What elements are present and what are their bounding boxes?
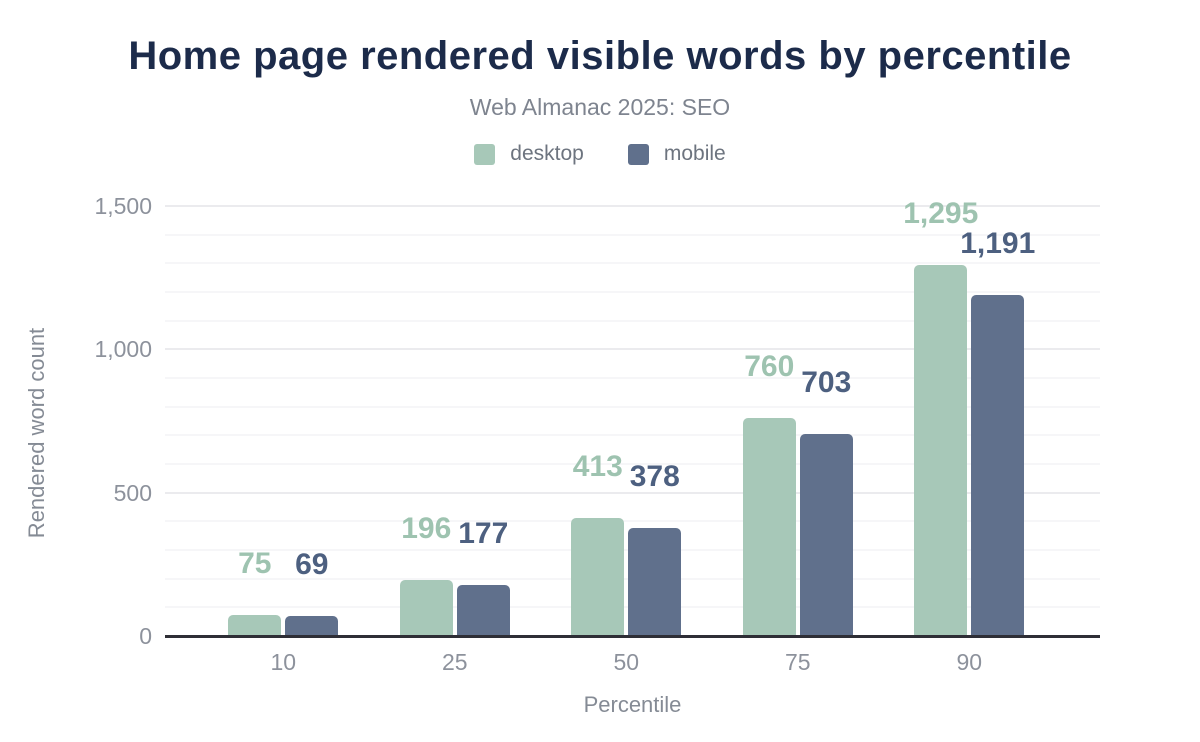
bar-value-mobile-90: 1,191 bbox=[960, 226, 1036, 260]
chart-subtitle: Web Almanac 2025: SEO bbox=[469, 94, 731, 120]
bar-value-mobile-50: 378 bbox=[629, 459, 680, 493]
gridline-1100 bbox=[165, 319, 1100, 322]
bar-mobile-90[interactable] bbox=[971, 294, 1025, 636]
gridline-1400 bbox=[165, 233, 1100, 236]
y-tick-1000: 1,000 bbox=[94, 336, 152, 363]
bar-desktop-25[interactable] bbox=[399, 579, 453, 636]
x-tick-75: 75 bbox=[784, 649, 811, 675]
mobile-swatch-icon bbox=[627, 143, 649, 165]
bar-value-mobile-75: 703 bbox=[801, 366, 852, 400]
bar-value-mobile-25: 177 bbox=[458, 517, 509, 551]
legend-label-mobile: mobile bbox=[663, 142, 726, 165]
gridline-800 bbox=[165, 405, 1100, 408]
y-tick-1500: 1,500 bbox=[94, 193, 152, 219]
legend: desktop mobile bbox=[0, 142, 1200, 166]
bar-desktop-90[interactable] bbox=[914, 264, 968, 636]
bar-mobile-50[interactable] bbox=[628, 527, 682, 636]
chart-title: Home page rendered visible words by perc… bbox=[128, 34, 1072, 78]
gridline-1000 bbox=[165, 348, 1100, 351]
gridline-400 bbox=[165, 520, 1100, 523]
gridline-900 bbox=[165, 377, 1100, 379]
x-axis-line bbox=[165, 635, 1100, 638]
bar-value-desktop-75: 760 bbox=[744, 350, 795, 384]
desktop-swatch-icon bbox=[474, 143, 496, 165]
gridline-700 bbox=[165, 434, 1100, 437]
bar-desktop-10[interactable] bbox=[228, 614, 282, 636]
gridline-500 bbox=[165, 491, 1100, 494]
x-axis-title: Percentile bbox=[583, 692, 682, 717]
bar-mobile-10[interactable] bbox=[285, 616, 339, 636]
bar-value-desktop-50: 413 bbox=[572, 449, 623, 483]
bar-value-desktop-25: 196 bbox=[401, 511, 452, 545]
legend-label-desktop: desktop bbox=[510, 142, 584, 165]
bar-desktop-50[interactable] bbox=[571, 517, 625, 636]
bar-value-desktop-10: 75 bbox=[238, 546, 272, 580]
legend-item-mobile[interactable]: mobile bbox=[627, 142, 726, 166]
bar-mobile-75[interactable] bbox=[799, 434, 853, 636]
y-axis-title: Rendered word count bbox=[24, 327, 49, 539]
bar-mobile-25[interactable] bbox=[456, 585, 510, 636]
gridline-1200 bbox=[165, 291, 1100, 293]
x-tick-25: 25 bbox=[441, 649, 468, 675]
gridline-1300 bbox=[165, 262, 1100, 265]
bar-desktop-75[interactable] bbox=[742, 418, 796, 636]
bar-value-mobile-10: 69 bbox=[295, 548, 329, 582]
gridline-1500 bbox=[165, 205, 1100, 207]
x-tick-90: 90 bbox=[956, 649, 983, 675]
bar-value-desktop-90: 1,295 bbox=[903, 196, 979, 230]
gridline-600 bbox=[165, 463, 1100, 465]
y-tick-500: 500 bbox=[113, 479, 152, 506]
x-tick-50: 50 bbox=[613, 649, 640, 675]
legend-item-desktop[interactable]: desktop bbox=[474, 142, 584, 166]
y-tick-0: 0 bbox=[139, 623, 152, 649]
x-tick-10: 10 bbox=[270, 649, 297, 675]
